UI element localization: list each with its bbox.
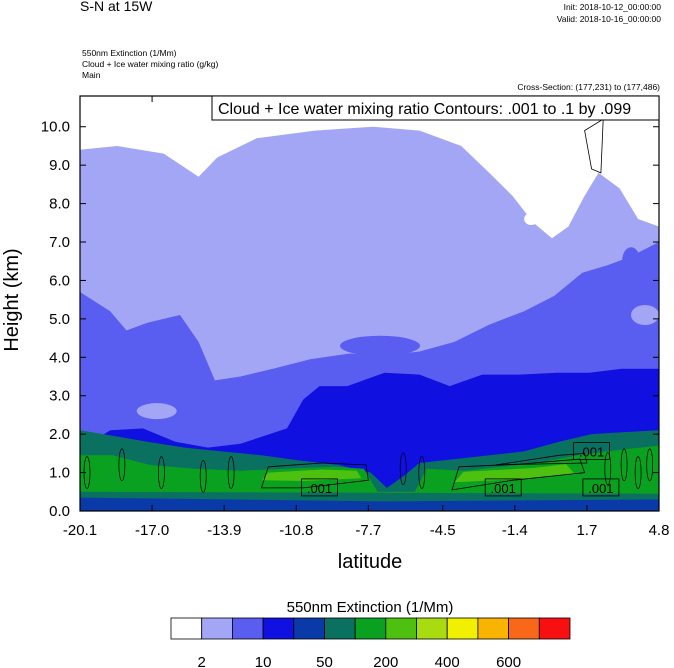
colorbar-swatch bbox=[446, 617, 479, 640]
colorbar-swatch bbox=[293, 617, 325, 640]
contour-label-box bbox=[484, 478, 522, 497]
init-time: Init: 2018-10-12_00:00:00 bbox=[563, 2, 661, 12]
colorbar-tick-label: 200 bbox=[373, 654, 398, 668]
contour-cell bbox=[158, 456, 165, 489]
y-tick-label: 2.0 bbox=[49, 426, 70, 443]
contour-label-box bbox=[301, 478, 338, 497]
plot-title: S-N at 15W bbox=[80, 0, 153, 14]
colorbar-swatch bbox=[262, 617, 295, 640]
contour-label-box bbox=[573, 441, 610, 460]
y-axis: 0.0 1.0 2.0 3.0 4.0 5.0 6.0 7.0 8.0 9.0 10.0 bbox=[41, 119, 659, 520]
colorbar-title: 550nm Extinction (1/Mm) bbox=[287, 599, 454, 616]
valid-time: Valid: 2018-10-16_00:00:00 bbox=[556, 14, 661, 24]
band-lime bbox=[261, 469, 362, 481]
x-tick-label: -20.1 bbox=[63, 522, 97, 539]
contour-label-text: .001 bbox=[588, 481, 613, 496]
variable-line-mixing-ratio: Cloud + Ice water mixing ratio (g/kg) bbox=[82, 59, 219, 69]
variable-line-domain: Main bbox=[82, 70, 101, 80]
pale-patch bbox=[449, 301, 469, 314]
x-tick-label: -17.0 bbox=[135, 522, 169, 539]
colorbar-swatch bbox=[477, 617, 509, 640]
x-tick-label: -1.4 bbox=[502, 522, 528, 539]
colorbar-swatch bbox=[201, 617, 233, 640]
band-green bbox=[80, 445, 659, 494]
colorbar-swatch bbox=[416, 617, 448, 640]
y-axis-title: Height (km) bbox=[1, 248, 23, 351]
contour-label-text: .001 bbox=[307, 481, 332, 496]
colorbar-swatch bbox=[385, 617, 417, 640]
y-tick-label: 9.0 bbox=[49, 157, 70, 174]
contour-label-box bbox=[582, 478, 620, 497]
contour-label-text: .001 bbox=[579, 444, 604, 459]
colorbar-swatch bbox=[231, 617, 264, 640]
contour-cell bbox=[118, 448, 126, 482]
y-tick-label: 6.0 bbox=[49, 272, 70, 289]
contour-cell bbox=[227, 456, 235, 489]
y-tick-label: 10.0 bbox=[41, 119, 70, 136]
extinction-field bbox=[80, 96, 659, 511]
y-tick-label: 4.0 bbox=[49, 349, 70, 366]
colorbar: 2 10 50 200 400 600 bbox=[170, 617, 571, 668]
run-times: Init: 2018-10-12_00:00:00 Valid: 2018-10… bbox=[557, 1, 661, 25]
colorbar-swatch bbox=[324, 617, 356, 640]
contour-label: .001 bbox=[301, 478, 338, 497]
light-patch bbox=[340, 335, 420, 356]
contour-info-box: Cloud + Ice water mixing ratio Contours:… bbox=[211, 95, 660, 121]
y-tick-label: 5.0 bbox=[49, 311, 70, 328]
x-tick-label: -13.9 bbox=[207, 522, 241, 539]
contour-line bbox=[496, 452, 588, 466]
colorbar-tick-label: 600 bbox=[496, 654, 521, 668]
contour-cell bbox=[604, 452, 612, 486]
colorbar-tick-label: 50 bbox=[316, 654, 333, 668]
y-tick-label: 7.0 bbox=[49, 234, 70, 251]
y-tick-label: 3.0 bbox=[49, 388, 70, 405]
contour-label: .001 bbox=[573, 441, 610, 460]
contour-label-text: .001 bbox=[491, 481, 516, 496]
contour-label: .001 bbox=[484, 478, 522, 497]
variable-description: 550nm Extinction (1/Mm) Cloud + Ice wate… bbox=[82, 48, 218, 81]
colorbar-swatch bbox=[354, 617, 387, 640]
contour-cell bbox=[646, 448, 654, 482]
contour-cell bbox=[620, 448, 628, 482]
x-tick-label: 4.8 bbox=[649, 522, 670, 539]
band-lime bbox=[454, 464, 576, 483]
colorbar-tick-label: 10 bbox=[255, 654, 272, 668]
contour-label: .001 bbox=[582, 478, 620, 497]
white-patch bbox=[524, 213, 539, 225]
colorbar-swatch bbox=[170, 617, 203, 640]
colorbar-tick-label: 400 bbox=[435, 654, 460, 668]
contour-line bbox=[260, 462, 369, 489]
contour-cell bbox=[199, 460, 207, 493]
variable-line-extinction: 550nm Extinction (1/Mm) bbox=[82, 48, 177, 58]
contour-cell bbox=[418, 456, 426, 489]
contour-labels: .001 .001 .001 .001 bbox=[301, 441, 620, 497]
y-tick-label: 1.0 bbox=[49, 465, 70, 482]
pale-patch bbox=[136, 403, 177, 420]
contour-cell bbox=[399, 452, 407, 486]
x-tick-label: 1.7 bbox=[576, 522, 597, 539]
x-axis: -20.1 -17.0 -13.9 -10.8 -7.7 -4.5 -1.4 1.7 4.8 bbox=[63, 96, 670, 539]
colorbar-tick-label: 2 bbox=[198, 654, 206, 668]
y-tick-label: 0.0 bbox=[49, 503, 70, 520]
contour-line bbox=[584, 118, 604, 174]
x-tick-label: -7.7 bbox=[355, 522, 381, 539]
x-tick-label: -4.5 bbox=[430, 522, 456, 539]
colorbar-swatch bbox=[508, 617, 540, 640]
light-patch bbox=[622, 247, 641, 276]
contour-info-text: Cloud + Ice water mixing ratio Contours:… bbox=[218, 101, 631, 118]
y-tick-label: 8.0 bbox=[49, 196, 70, 213]
colorbar-swatch bbox=[538, 617, 571, 640]
pale-patch bbox=[631, 305, 659, 325]
contour-cell bbox=[634, 456, 642, 489]
x-tick-label: -10.8 bbox=[279, 522, 313, 539]
x-axis-title: latitude bbox=[338, 551, 403, 573]
cross-section-label: Cross-Section: (177,231) to (177,486) bbox=[517, 82, 660, 92]
